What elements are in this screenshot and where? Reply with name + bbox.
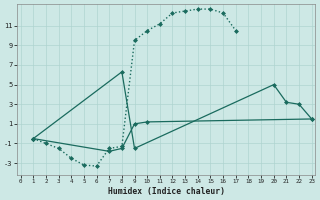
X-axis label: Humidex (Indice chaleur): Humidex (Indice chaleur)	[108, 187, 225, 196]
